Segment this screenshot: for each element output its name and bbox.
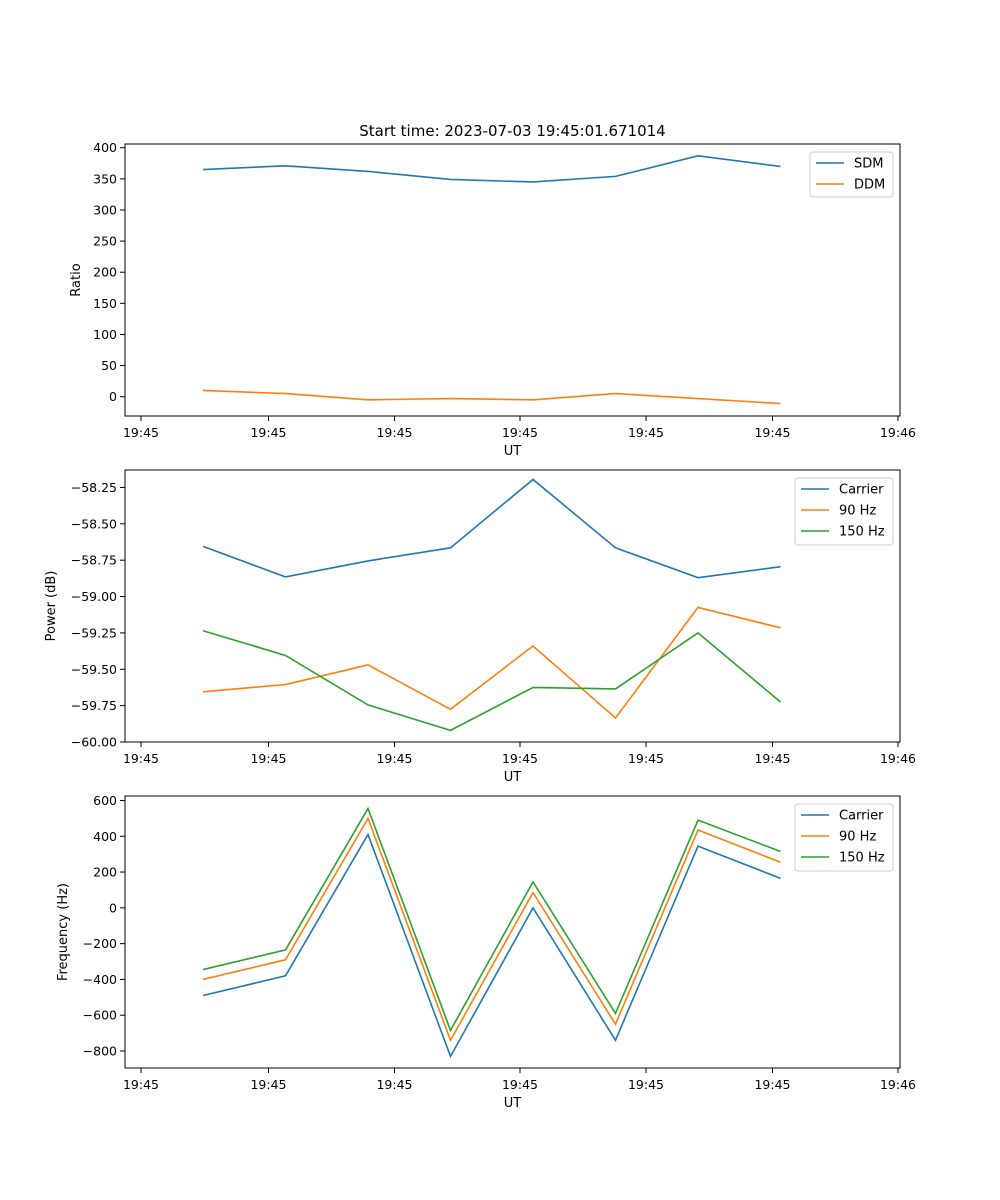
x-tick-label: 19:45 (376, 1077, 412, 1092)
y-tick-label: −59.25 (71, 625, 117, 640)
axes-frame (124, 795, 901, 1069)
series-line-carrier (202, 832, 781, 1059)
y-tick-label: 300 (93, 202, 117, 217)
legend: SDM DDM (809, 151, 894, 198)
legend-box (794, 803, 894, 872)
y-tick-label: 150 (93, 296, 117, 311)
legend-label: SDM (854, 157, 883, 172)
x-tick-label: 19:45 (754, 1077, 790, 1092)
y-tick-label: 600 (93, 793, 117, 808)
series-line-150-hz (202, 629, 782, 732)
y-tick-label: 50 (101, 358, 117, 373)
legend-label: 150 Hz (839, 851, 885, 866)
y-tick-label: 350 (93, 171, 117, 186)
x-axis-label: UT (504, 1096, 522, 1111)
y-tick-label: −200 (83, 936, 117, 951)
plots: Start time: 2023-07-03 19:45:01.671014 0 5… (44, 122, 916, 1111)
y-axis-label: Frequency (Hz) (56, 883, 71, 981)
y-tick-label: 400 (93, 140, 117, 155)
subplot-2: −60.00 −59.75 −59.50 −59.25 −59.00 −58.75 −58.… (44, 469, 916, 785)
y-tick-label: 400 (93, 829, 117, 844)
axes-frame (124, 143, 901, 417)
legend: Carrier 90 Hz 150 Hz (794, 803, 894, 872)
y-tick-label: −59.50 (71, 662, 117, 677)
y-tick-label: 200 (93, 265, 117, 280)
x-tick-label: 19:45 (123, 751, 159, 766)
x-tick-label: 19:46 (880, 425, 916, 440)
x-tick-label: 19:45 (628, 1077, 664, 1092)
x-tick-label: 19:45 (376, 751, 412, 766)
y-tick-label: 200 (93, 865, 117, 880)
x-tick-label: 19:45 (123, 1077, 159, 1092)
series-line-carrier (202, 478, 781, 579)
series-line-ddm (202, 389, 781, 405)
x-tick-label: 19:45 (628, 425, 664, 440)
x-tick-label: 19:45 (754, 751, 790, 766)
y-tick-label: −60.00 (71, 735, 117, 750)
y-axis-label: Power (dB) (44, 571, 59, 642)
x-axis-label: UT (504, 770, 522, 785)
y-tick-label: −58.75 (71, 553, 117, 568)
y-tick-label: −58.50 (71, 516, 117, 531)
y-tick-label: −600 (83, 1008, 117, 1023)
y-tick-label: −800 (83, 1044, 117, 1059)
legend-label: 90 Hz (839, 830, 876, 845)
x-tick-label: 19:46 (880, 1077, 916, 1092)
x-tick-label: 19:45 (628, 751, 664, 766)
y-tick-label: −59.75 (71, 698, 117, 713)
subplot-3: −800 −600 −400 −200 0 200 400 600 19:45 19:45 19:4… (56, 793, 916, 1111)
legend-box (794, 477, 894, 546)
chart-title: Start time: 2023-07-03 19:45:01.671014 (359, 122, 665, 140)
y-tick-label: −59.00 (71, 589, 117, 604)
series-line-90-hz (202, 816, 781, 1043)
series-line-90-hz (202, 606, 781, 720)
series-line-150-hz (202, 806, 781, 1033)
series-line-sdm (202, 155, 781, 183)
x-tick-label: 19:45 (502, 425, 538, 440)
x-tick-label: 19:45 (502, 751, 538, 766)
x-tick-label: 19:45 (502, 1077, 538, 1092)
x-tick-label: 19:45 (250, 425, 286, 440)
axes-frame (124, 469, 901, 743)
x-tick-label: 19:45 (376, 425, 412, 440)
y-tick-label: 0 (109, 900, 117, 915)
x-axis-label: UT (504, 444, 522, 459)
y-tick-label: −58.25 (71, 480, 117, 495)
legend-label: 90 Hz (839, 504, 876, 519)
legend-label: Carrier (839, 809, 884, 824)
x-tick-label: 19:45 (754, 425, 790, 440)
y-tick-label: −400 (83, 972, 117, 987)
legend-label: Carrier (839, 483, 884, 498)
x-tick-label: 19:45 (250, 751, 286, 766)
y-tick-label: 250 (93, 234, 117, 249)
y-tick-label: 0 (109, 389, 117, 404)
y-axis-label: Ratio (69, 263, 84, 296)
x-tick-label: 19:45 (123, 425, 159, 440)
x-tick-label: 19:45 (250, 1077, 286, 1092)
subplot-1: Start time: 2023-07-03 19:45:01.671014 0 5… (69, 122, 916, 459)
legend-label: 150 Hz (839, 525, 885, 540)
x-tick-label: 19:46 (880, 751, 916, 766)
y-tick-label: 100 (93, 327, 117, 342)
legend-label: DDM (854, 178, 885, 193)
legend: Carrier 90 Hz 150 Hz (794, 477, 894, 546)
